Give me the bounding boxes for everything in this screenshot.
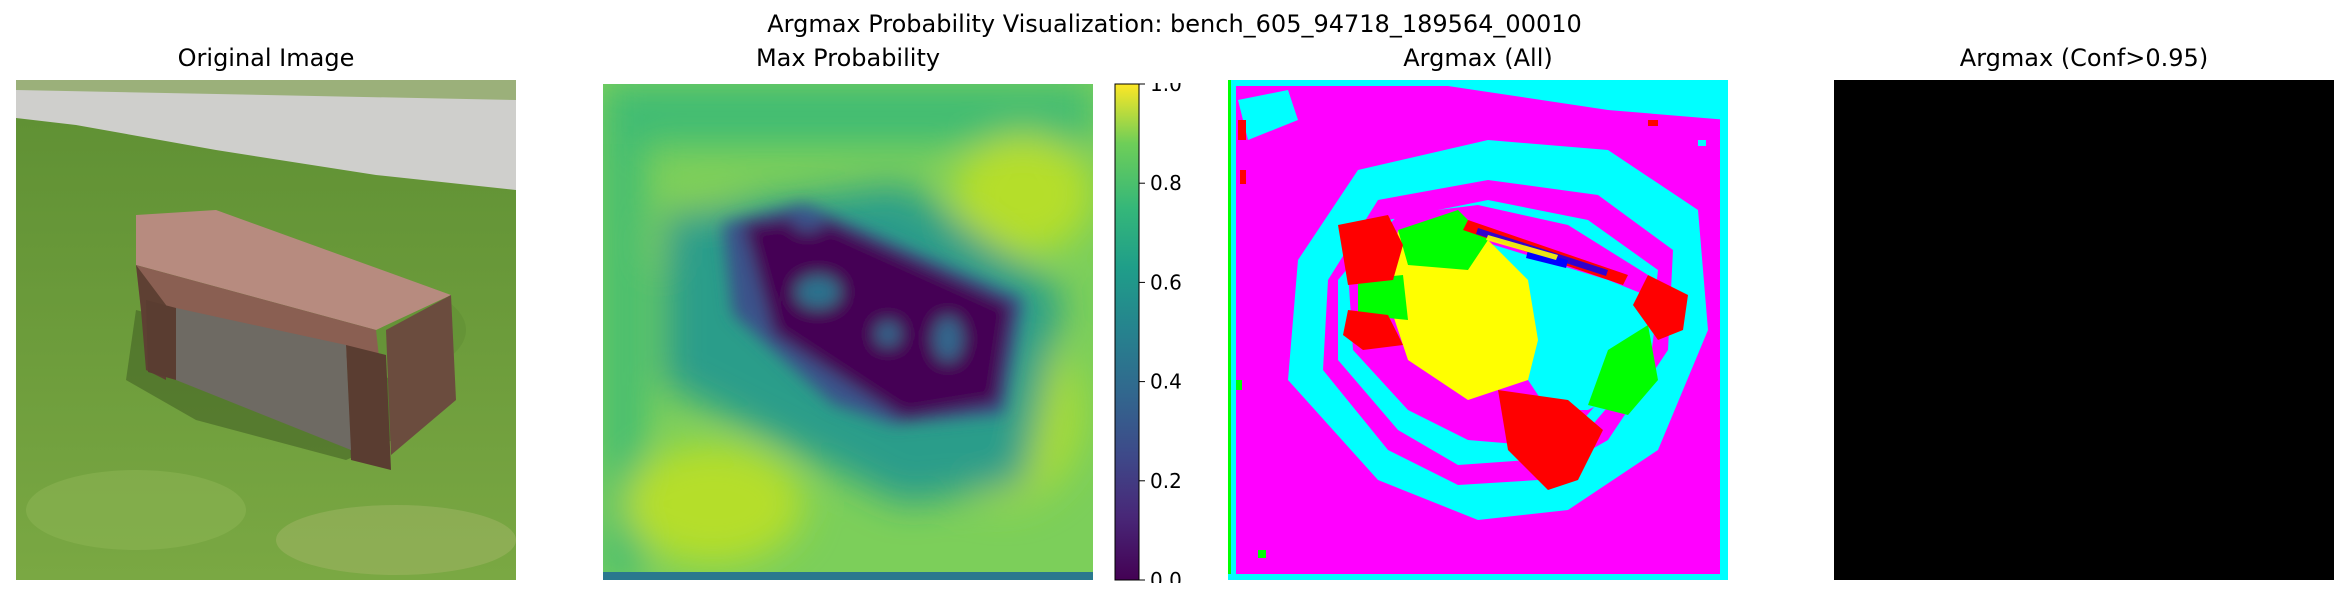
panel-title-argmax-all: Argmax (All)	[1403, 44, 1553, 72]
figure-title: Argmax Probability Visualization: bench_…	[767, 10, 1582, 38]
colorbar-svg: 0.0 0.2 0.4 0.6 0.8 1.0	[1114, 72, 1182, 592]
colorbar-tick-label: 0.6	[1150, 270, 1182, 294]
argmax-all-panel	[1228, 80, 1728, 580]
colorbar: 0.0 0.2 0.4 0.6 0.8 1.0	[1114, 72, 1214, 592]
panel-title-maxprob: Max Probability	[755, 44, 941, 72]
colorbar-tick-label: 0.4	[1150, 370, 1182, 394]
max-probability-map	[603, 84, 1093, 580]
colorbar-tick-label: 0.0	[1150, 568, 1182, 583]
panel-title-original: Original Image	[177, 44, 355, 72]
bench-top	[136, 210, 451, 330]
colorbar-tick-label: 0.2	[1150, 469, 1182, 493]
colorbar-tick-label: 0.8	[1150, 171, 1182, 195]
argmax-all-map	[1228, 80, 1728, 580]
original-image	[16, 80, 516, 580]
max-probability-panel	[603, 84, 1093, 580]
argmax-conf-panel	[1834, 80, 2334, 580]
panel-title-argmax-conf: Argmax (Conf>0.95)	[1959, 44, 2209, 72]
colorbar-tick-label: 1.0	[1150, 83, 1182, 96]
original-image-panel	[16, 80, 516, 580]
